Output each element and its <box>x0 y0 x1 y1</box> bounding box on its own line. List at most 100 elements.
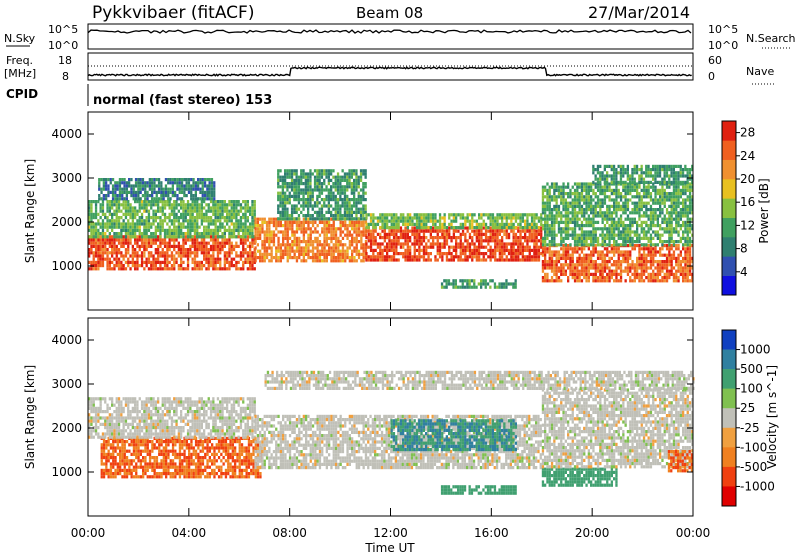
power-cells-cell <box>599 185 602 189</box>
power-cells-cell <box>159 228 162 232</box>
power-cells-cell <box>339 210 342 214</box>
power-cells-cell <box>166 232 169 236</box>
power-cells-cell <box>450 239 453 243</box>
power-cells-cell <box>300 198 303 202</box>
power-cells-cell <box>553 279 556 283</box>
power-cells-cell <box>302 236 305 240</box>
power-cells-cell <box>259 230 262 234</box>
power-cells-cell <box>548 204 551 208</box>
power-cells-cell <box>567 208 570 212</box>
power-cells-cell <box>107 190 110 194</box>
power-cells-cell <box>555 201 558 205</box>
power-cells-cell <box>599 227 602 231</box>
power-cells-cell <box>314 246 317 250</box>
power-cells-cell <box>521 245 524 249</box>
power-cells-cell <box>251 232 254 236</box>
power-cells-cell <box>478 216 481 220</box>
power-cells-cell <box>546 236 549 240</box>
power-cells-cell <box>603 266 607 270</box>
power-cells-cell <box>553 260 556 264</box>
power-cells-cell <box>309 201 312 205</box>
power-cells-cell <box>524 255 527 259</box>
power-cells-cell <box>332 243 335 247</box>
power-cells-cell <box>441 226 444 230</box>
power-cells-cell <box>111 178 115 182</box>
power-cells-cell <box>642 266 646 270</box>
power-cells-cell <box>406 216 409 220</box>
power-cells-cell <box>147 235 151 239</box>
power-cells-cell <box>580 227 584 231</box>
power-cells-cell <box>178 178 181 182</box>
power-cells-cell <box>337 243 340 247</box>
power-cells-cell <box>503 282 506 286</box>
power-cells-cell <box>415 236 419 240</box>
power-cells-cell <box>286 198 289 202</box>
power-cells-cell <box>330 198 333 202</box>
power-cells-cell <box>90 248 93 252</box>
power-cells-cell <box>341 252 345 256</box>
power-cells-cell <box>503 232 506 236</box>
power-cells-cell <box>228 238 231 242</box>
power-cells-cell <box>297 201 301 205</box>
power-cells-cell <box>521 255 524 259</box>
power-cells-cell <box>173 244 176 248</box>
power-cells-cell <box>263 220 266 224</box>
power-cells-cell <box>323 217 326 221</box>
power-cells-cell <box>583 188 586 192</box>
power-cells-cell <box>638 198 641 202</box>
power-cells-cell <box>606 227 609 231</box>
power-cells-cell <box>355 230 358 234</box>
power-cells-cell <box>284 207 287 211</box>
power-cells-cell <box>196 241 199 245</box>
power-cells-cell <box>302 224 305 228</box>
power-cells-cell <box>510 216 513 220</box>
power-cells-cell <box>670 263 673 267</box>
power-cells-cell <box>199 187 202 191</box>
power-cells-cell <box>624 192 627 196</box>
power-cells-cell <box>459 242 462 246</box>
power-cells-cell <box>147 209 151 213</box>
power-cells-cell <box>569 220 572 224</box>
power-cells-cell <box>318 207 321 211</box>
power-cells-cell <box>530 229 534 233</box>
power-cells-cell <box>325 172 328 176</box>
power-cells-cell <box>108 251 111 255</box>
power-cells-cell <box>475 236 478 240</box>
power-cells-cell <box>583 266 586 270</box>
power-cells-cell <box>594 263 597 267</box>
power-cells-cell <box>679 272 682 276</box>
power-cells-cell <box>429 245 432 249</box>
power-cells-cell <box>226 238 229 242</box>
power-cells-cell <box>510 242 513 246</box>
power-cells-cell <box>256 224 259 228</box>
power-cells-cell <box>615 250 618 254</box>
power-cells-cell <box>357 175 360 179</box>
power-cells-cell <box>553 188 556 192</box>
power-cells-cell <box>101 209 105 213</box>
power-cells-cell <box>617 243 620 247</box>
power-cells-cell <box>138 235 141 239</box>
power-cells-cell <box>553 224 556 228</box>
power-cells-cell <box>191 235 194 239</box>
power-cells-cell <box>560 243 563 247</box>
power-cells-cell <box>284 214 287 218</box>
power-cells-cell <box>379 242 382 246</box>
power-cells-cell <box>288 249 292 253</box>
power-cells-cell <box>357 217 360 221</box>
power-cells-cell <box>107 187 110 191</box>
power-cells-cell <box>281 217 284 221</box>
power-cells-cell <box>517 236 520 240</box>
power-cells-cell <box>682 276 685 280</box>
power-cells-cell <box>173 267 176 271</box>
power-cells-cell <box>553 243 556 247</box>
power-cells-cell <box>578 276 581 280</box>
power-cells-cell <box>503 285 506 289</box>
power-cells-cell <box>290 175 294 179</box>
power-cells-cell <box>599 263 602 267</box>
power-cells-cell <box>459 258 462 262</box>
power-cells-cell <box>553 195 556 199</box>
power-cells-cell <box>316 204 319 208</box>
power-cells-cell <box>277 172 280 176</box>
power-cells-cell <box>214 241 217 245</box>
power-cells-cell <box>166 216 169 220</box>
